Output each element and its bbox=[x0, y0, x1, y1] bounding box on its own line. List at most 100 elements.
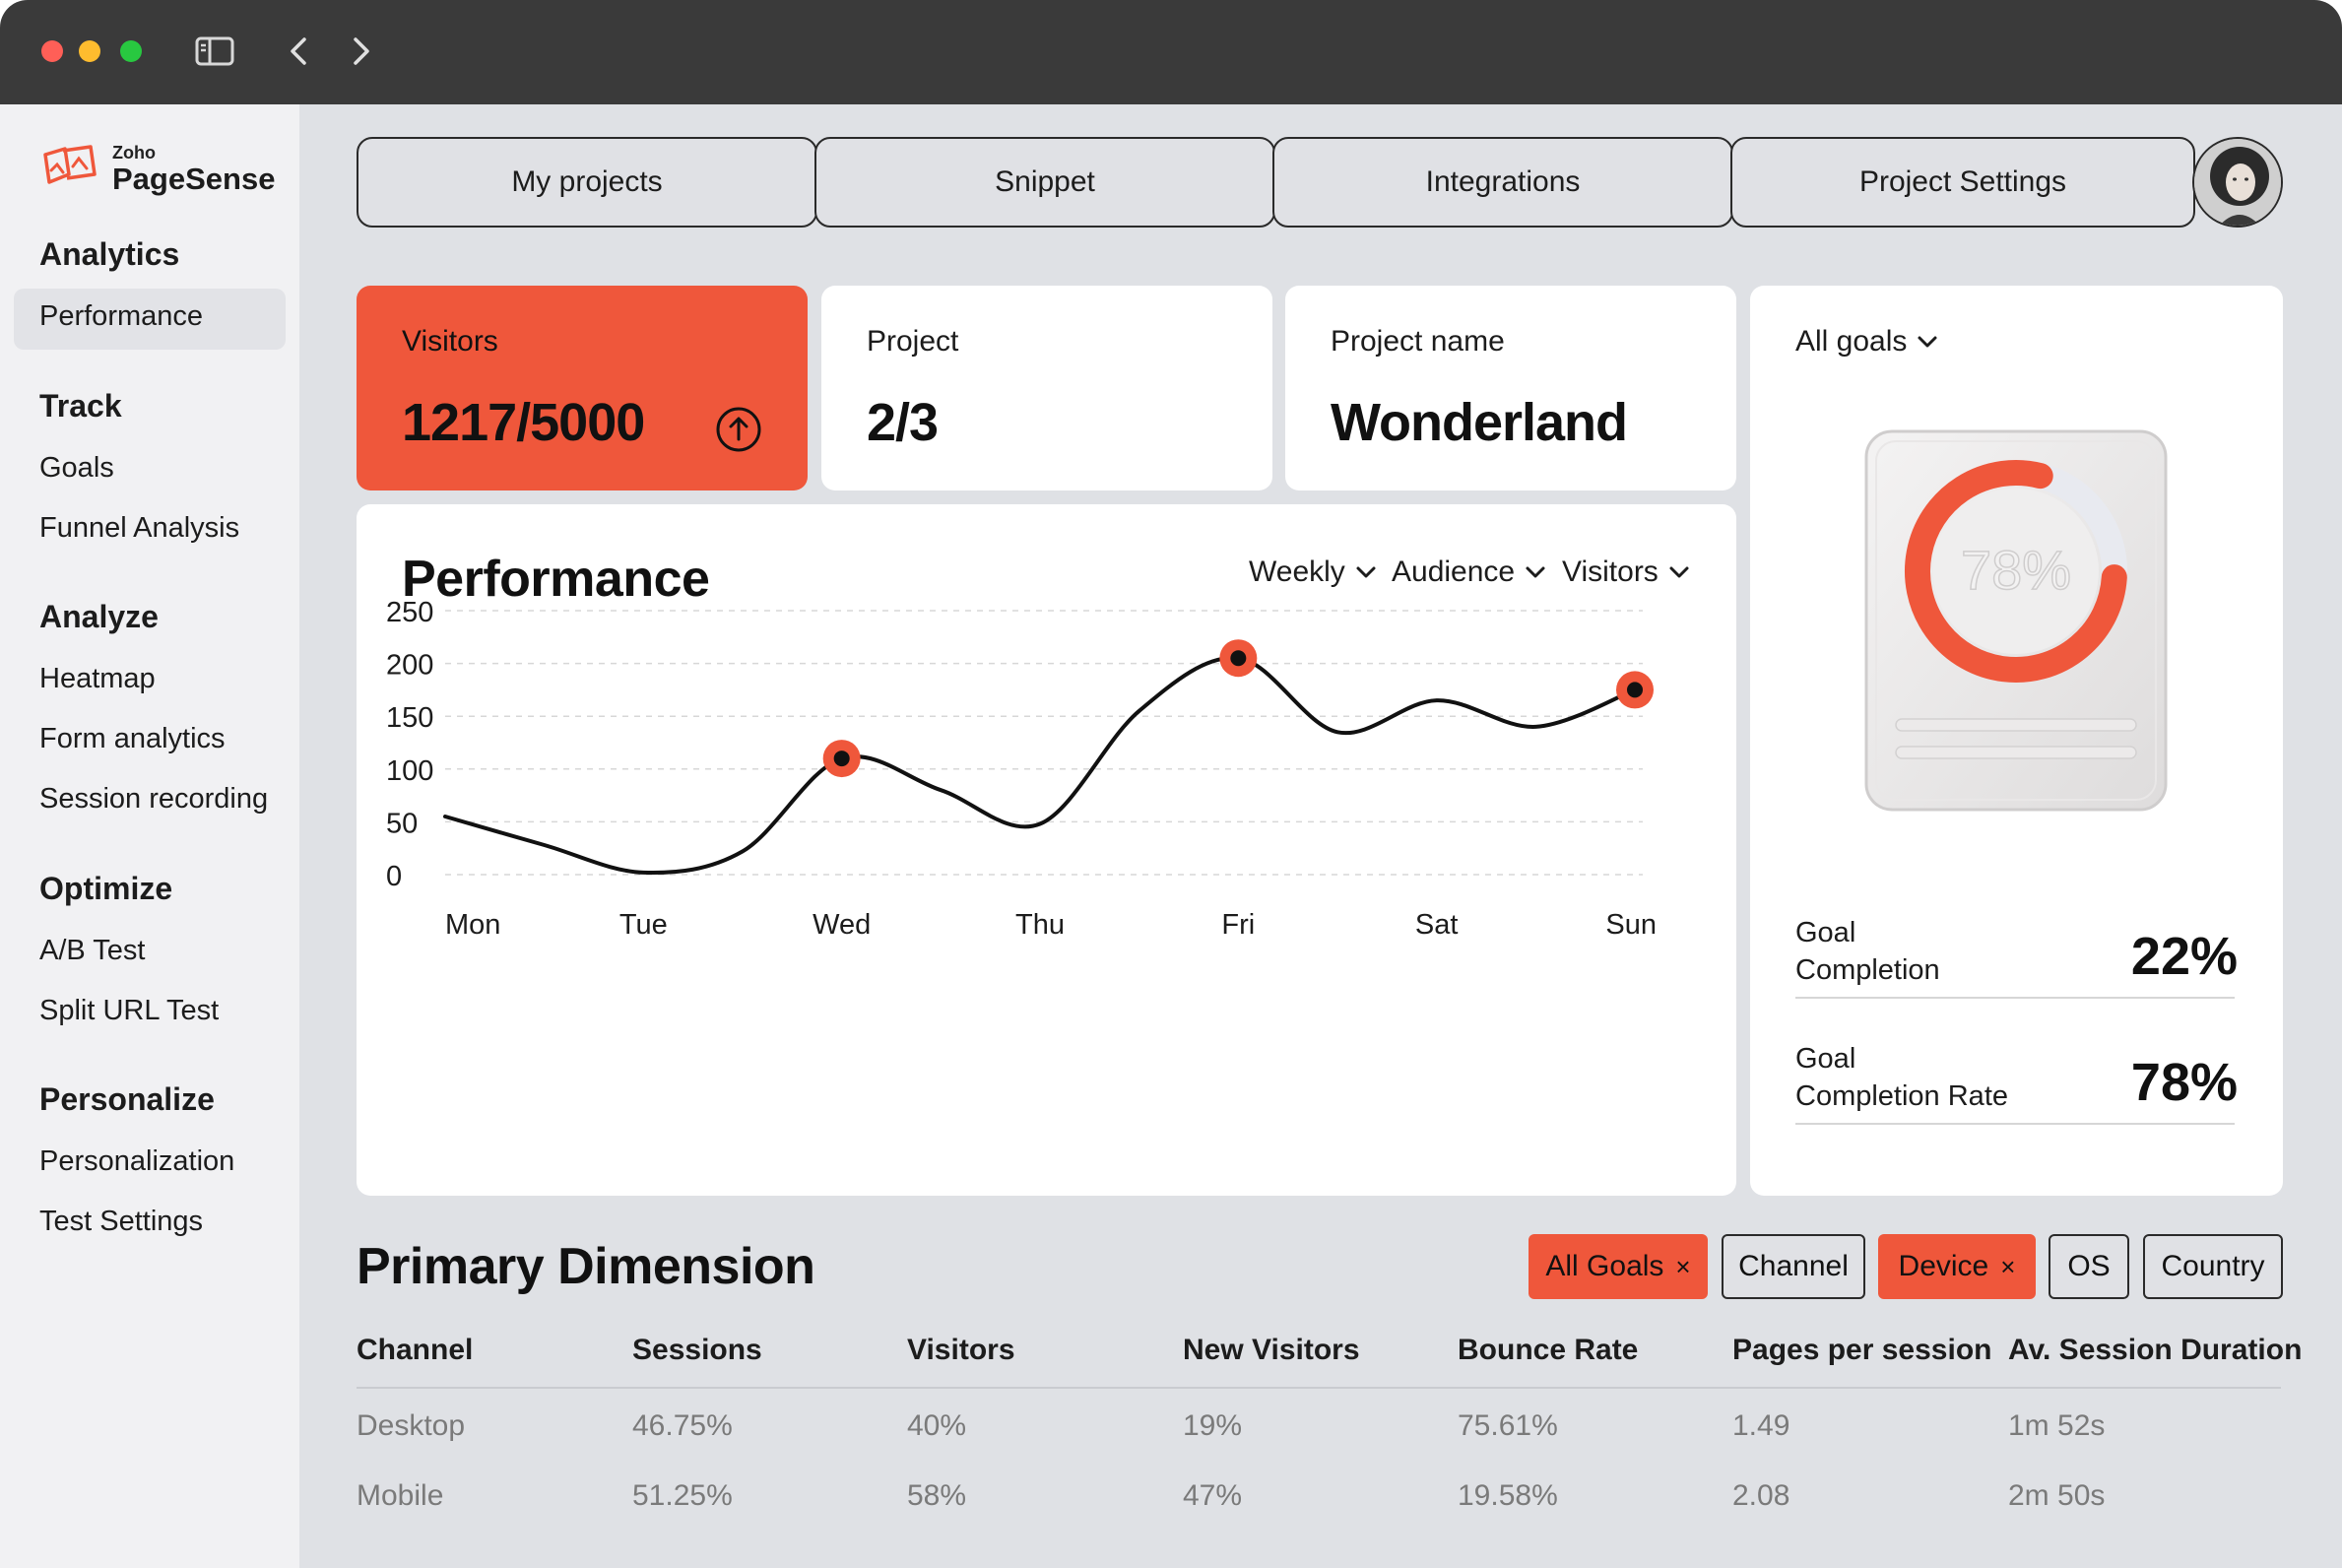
tab-my-projects[interactable]: My projects bbox=[357, 137, 817, 228]
pagesense-logo-icon bbox=[43, 144, 97, 184]
chip-all-goals-close-icon[interactable]: × bbox=[1675, 1251, 1691, 1281]
forward-arrow-icon[interactable] bbox=[347, 30, 376, 73]
upgrade-arrow-icon[interactable] bbox=[715, 406, 762, 458]
table-cell-pages-per-session: 1.49 bbox=[1732, 1409, 1790, 1442]
sidebar-section-personalize: Personalize bbox=[39, 1081, 215, 1117]
chip-country-label: Country bbox=[2161, 1250, 2265, 1282]
weekly-label: Weekly bbox=[1249, 555, 1345, 588]
column-header-new-visitors[interactable]: New Visitors bbox=[1183, 1334, 1360, 1366]
audience-dropdown[interactable]: Audience bbox=[1392, 555, 1546, 589]
sidebar-section-analyze: Analyze bbox=[39, 599, 159, 634]
goal-completion-label-line1: Goal bbox=[1795, 917, 1856, 948]
sidebar-item-heatmap[interactable]: Heatmap bbox=[39, 663, 156, 694]
y-tick-label: 150 bbox=[386, 702, 433, 734]
sidebar-item-session-recording[interactable]: Session recording bbox=[39, 783, 269, 815]
performance-line-chart: 250 200 150 100 50 0 Mon Tue Wed Thu Fri Sat Sun bbox=[386, 597, 1657, 941]
chip-channel[interactable]: Channel bbox=[1722, 1234, 1865, 1299]
tab-snippet[interactable]: Snippet bbox=[814, 137, 1275, 228]
sidebar-item-goals[interactable]: Goals bbox=[39, 452, 114, 484]
sidebar-item-test-settings[interactable]: Test Settings bbox=[39, 1206, 204, 1237]
main-content: My projects Snippet Integrations Project… bbox=[299, 104, 2342, 1568]
goal-completion-label-line2: Completion bbox=[1795, 954, 1940, 986]
visitors-card: Visitors 1217/5000 bbox=[357, 286, 808, 490]
sidebar-item-form-analytics[interactable]: Form analytics bbox=[39, 723, 226, 754]
goal-divider bbox=[1795, 1123, 2235, 1125]
column-header-av-session-duration[interactable]: Av. Session Duration bbox=[2008, 1334, 2303, 1366]
column-header-bounce-rate[interactable]: Bounce Rate bbox=[1458, 1334, 1639, 1366]
x-tick-label: Sun bbox=[1605, 909, 1657, 941]
table-header-divider bbox=[357, 1387, 2281, 1389]
project-value: 2/3 bbox=[867, 393, 939, 452]
chip-all-goals[interactable]: All Goals × bbox=[1529, 1234, 1708, 1299]
column-header-pages-per-session[interactable]: Pages per session bbox=[1732, 1334, 1992, 1366]
table-cell-channel: Desktop bbox=[357, 1409, 466, 1442]
table-cell-visitors: 40% bbox=[907, 1409, 967, 1442]
x-tick-label: Mon bbox=[445, 909, 500, 941]
column-header-sessions[interactable]: Sessions bbox=[632, 1334, 762, 1366]
performance-title: Performance bbox=[402, 551, 710, 608]
weekly-dropdown[interactable]: Weekly bbox=[1249, 555, 1377, 589]
audience-label: Audience bbox=[1392, 555, 1516, 588]
x-tick-label: Fri bbox=[1221, 909, 1255, 941]
minimize-window-button[interactable] bbox=[79, 40, 100, 62]
window-titlebar bbox=[0, 0, 2342, 104]
sidebar: Zoho PageSense Analytics Performance Tra… bbox=[0, 104, 299, 1568]
table-cell-channel: Mobile bbox=[357, 1479, 444, 1512]
tab-project-settings[interactable]: Project Settings bbox=[1730, 137, 2195, 228]
visitors-filter-label: Visitors bbox=[1562, 555, 1659, 588]
x-tick-label: Sat bbox=[1415, 909, 1459, 941]
goal-completion-rate-label-line2: Completion Rate bbox=[1795, 1080, 2008, 1112]
sidebar-toggle-icon[interactable] bbox=[193, 30, 236, 73]
goal-gauge-illustration: 78% bbox=[1864, 429, 2168, 812]
gauge-percentage: 78% bbox=[1961, 539, 2071, 601]
table-cell-sessions: 51.25% bbox=[632, 1479, 733, 1512]
data-point-center bbox=[833, 751, 850, 767]
all-goals-dropdown[interactable]: All goals bbox=[1795, 325, 1938, 359]
goal-completion-rate-label-line1: Goal bbox=[1795, 1043, 1856, 1075]
table-cell-sessions: 46.75% bbox=[632, 1409, 733, 1442]
visitors-dropdown[interactable]: Visitors bbox=[1562, 555, 1690, 589]
chip-device-label: Device bbox=[1898, 1250, 1989, 1282]
chip-device-close-icon[interactable]: × bbox=[2000, 1251, 2016, 1281]
goal-completion-value: 22% bbox=[2130, 927, 2238, 986]
table-cell-av-session-duration: 2m 50s bbox=[2008, 1479, 2106, 1512]
chip-country[interactable]: Country bbox=[2143, 1234, 2283, 1299]
sidebar-item-personalization[interactable]: Personalization bbox=[39, 1145, 235, 1177]
chip-all-goals-label: All Goals bbox=[1545, 1250, 1664, 1282]
sidebar-item-performance[interactable]: Performance bbox=[39, 300, 204, 332]
series-line bbox=[443, 655, 1637, 876]
x-tick-label: Wed bbox=[813, 909, 871, 941]
pagesense-logo[interactable]: Zoho PageSense bbox=[41, 144, 275, 194]
table-cell-bounce-rate: 19.58% bbox=[1458, 1479, 1558, 1512]
sidebar-item-ab-test[interactable]: A/B Test bbox=[39, 935, 146, 966]
close-window-button[interactable] bbox=[41, 40, 63, 62]
table-cell-visitors: 58% bbox=[907, 1479, 967, 1512]
chip-os-label: OS bbox=[2067, 1250, 2111, 1282]
user-avatar[interactable] bbox=[2192, 137, 2283, 228]
chip-channel-label: Channel bbox=[1738, 1250, 1849, 1282]
chevron-down-icon bbox=[1918, 336, 1937, 348]
chevron-down-icon bbox=[1669, 566, 1689, 578]
column-header-visitors[interactable]: Visitors bbox=[907, 1334, 1015, 1366]
goals-card: All goals 78% Goal Completion 22% bbox=[1750, 286, 2283, 1196]
y-tick-label: 200 bbox=[386, 650, 433, 682]
maximize-window-button[interactable] bbox=[120, 40, 142, 62]
sidebar-section-analytics: Analytics bbox=[39, 236, 180, 272]
gauge-progress-arc bbox=[1904, 460, 2127, 683]
goal-divider bbox=[1795, 997, 2235, 999]
y-tick-label: 50 bbox=[386, 808, 418, 839]
table-cell-new-visitors: 47% bbox=[1183, 1479, 1243, 1512]
y-tick-label: 100 bbox=[386, 755, 433, 787]
chip-device[interactable]: Device × bbox=[1878, 1234, 2036, 1299]
sidebar-item-funnel-analysis[interactable]: Funnel Analysis bbox=[39, 512, 240, 544]
back-arrow-icon[interactable] bbox=[284, 30, 313, 73]
x-tick-label: Tue bbox=[619, 909, 668, 941]
table-cell-av-session-duration: 1m 52s bbox=[2008, 1409, 2106, 1442]
chip-os[interactable]: OS bbox=[2049, 1234, 2129, 1299]
sidebar-item-split-url-test[interactable]: Split URL Test bbox=[39, 995, 220, 1026]
tab-integrations[interactable]: Integrations bbox=[1272, 137, 1733, 228]
primary-dimension-title: Primary Dimension bbox=[357, 1238, 815, 1295]
project-name-value: Wonderland bbox=[1331, 393, 1628, 452]
project-card: Project 2/3 bbox=[821, 286, 1272, 490]
column-header-channel[interactable]: Channel bbox=[357, 1334, 474, 1366]
